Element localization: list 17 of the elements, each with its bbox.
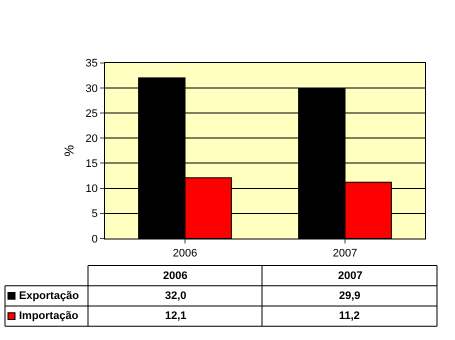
data-label: 32,0 bbox=[165, 290, 186, 302]
data-label: 29,9 bbox=[339, 290, 360, 302]
category-label: 2007 bbox=[338, 270, 362, 282]
legend-label: Exportação bbox=[19, 290, 80, 302]
y-tick-label: 5 bbox=[92, 208, 98, 220]
category-label: 2006 bbox=[163, 270, 188, 282]
y-tick-label: 35 bbox=[86, 58, 98, 70]
y-tick-label: 30 bbox=[86, 82, 98, 95]
y-tick-label: 0 bbox=[92, 233, 98, 246]
y-tick-label: 10 bbox=[86, 183, 98, 196]
data-label: 11,2 bbox=[339, 310, 360, 322]
y-tick-label: 15 bbox=[86, 158, 98, 170]
y-tick-label: 20 bbox=[86, 132, 98, 145]
legend-label: Importação bbox=[19, 310, 79, 322]
data-label: 12,1 bbox=[165, 310, 186, 322]
y-tick-label: 25 bbox=[86, 108, 98, 120]
y-axis-title: % bbox=[62, 144, 76, 156]
